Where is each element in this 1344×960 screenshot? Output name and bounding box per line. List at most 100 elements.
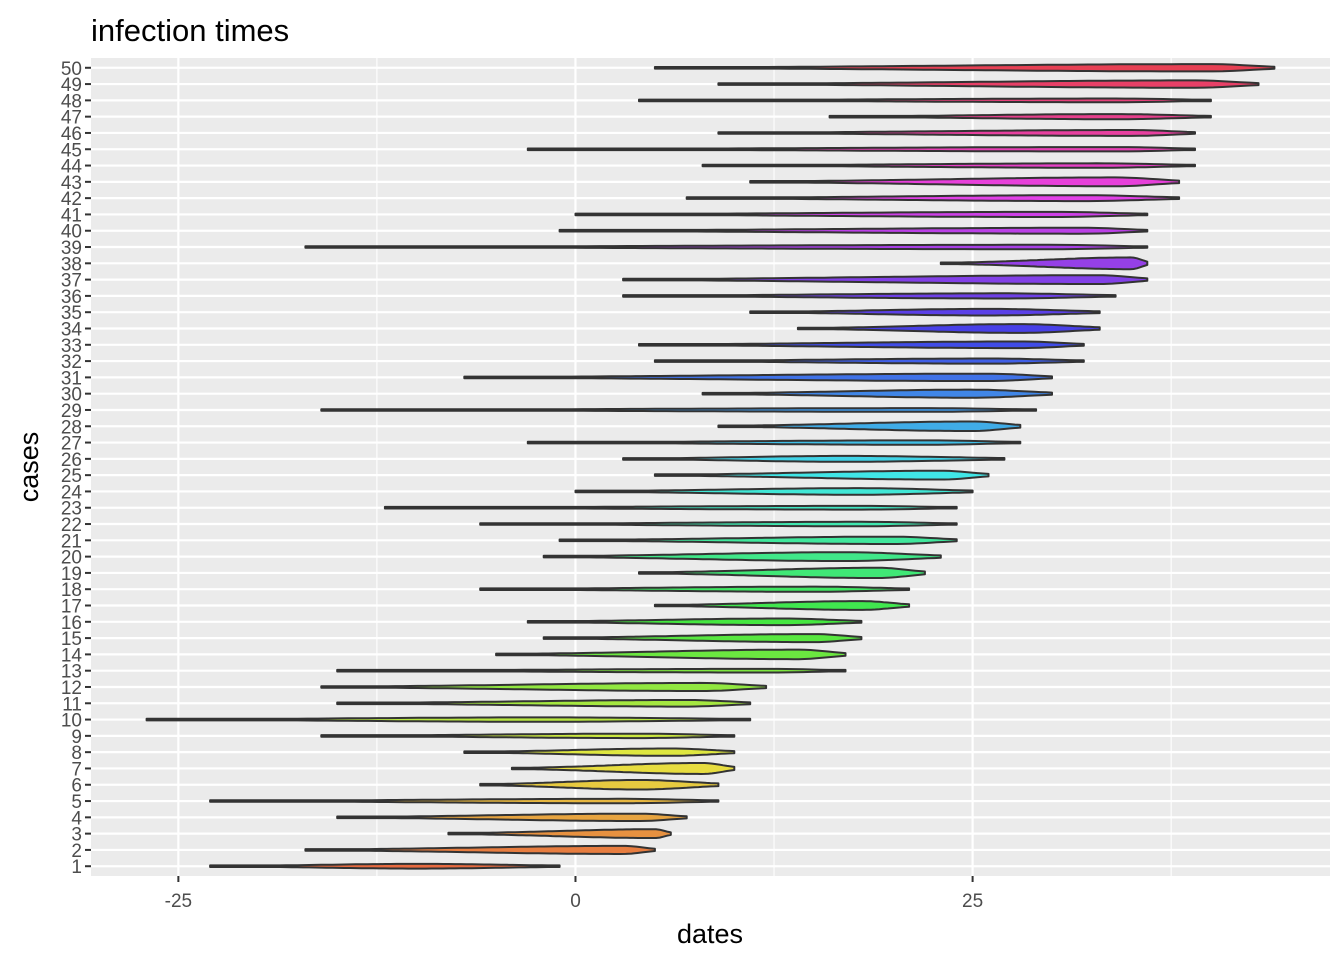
y-tick-label: 30 bbox=[61, 385, 82, 406]
y-tick-label: 23 bbox=[61, 499, 82, 520]
chart-title: infection times bbox=[91, 13, 289, 48]
violin-case-3 bbox=[447, 828, 672, 839]
violin-case-47 bbox=[828, 113, 1212, 121]
violin-case-32 bbox=[653, 357, 1085, 365]
y-tick-label: 38 bbox=[61, 254, 82, 275]
violin-case-24 bbox=[574, 487, 974, 496]
y-tick-label: 25 bbox=[61, 466, 82, 487]
violin-case-30 bbox=[701, 388, 1053, 399]
violin-case-38 bbox=[939, 256, 1149, 271]
violin-case-35 bbox=[749, 307, 1101, 317]
violin-case-40 bbox=[558, 226, 1149, 235]
violin-case-27 bbox=[526, 439, 1022, 446]
violin-case-31 bbox=[463, 372, 1053, 382]
y-tick-label: 28 bbox=[61, 417, 82, 438]
y-tick-label: 3 bbox=[71, 825, 82, 846]
y-tick-label: 47 bbox=[61, 108, 82, 129]
y-tick-label: 48 bbox=[61, 91, 82, 112]
y-tick-label: 34 bbox=[61, 319, 83, 340]
violin-case-20 bbox=[542, 551, 942, 562]
y-tick-label: 13 bbox=[61, 662, 82, 683]
violin-case-22 bbox=[479, 520, 958, 528]
y-tick-label: 37 bbox=[61, 271, 82, 292]
violin-case-8 bbox=[463, 747, 736, 757]
violin-case-43 bbox=[749, 176, 1181, 188]
x-axis-title: dates bbox=[677, 919, 743, 949]
y-tick-label: 7 bbox=[71, 759, 82, 780]
violin-case-5 bbox=[209, 797, 720, 805]
violin-case-2 bbox=[304, 844, 656, 855]
y-tick-label: 33 bbox=[61, 336, 82, 357]
y-tick-label: 15 bbox=[61, 629, 82, 650]
violin-case-46 bbox=[717, 129, 1196, 137]
violin-case-44 bbox=[701, 162, 1196, 169]
violin-case-28 bbox=[717, 420, 1022, 432]
violin-case-17 bbox=[653, 600, 911, 611]
y-tick-label: 19 bbox=[61, 564, 82, 585]
y-tick-label: 50 bbox=[61, 59, 82, 80]
violin-case-12 bbox=[320, 681, 768, 692]
y-tick-label: 22 bbox=[61, 515, 82, 536]
y-tick-label: 40 bbox=[61, 222, 82, 243]
y-tick-label: 36 bbox=[61, 287, 82, 308]
violin-case-49 bbox=[717, 79, 1260, 89]
y-tick-label: 44 bbox=[61, 157, 83, 178]
y-tick-label: 17 bbox=[61, 597, 82, 618]
violin-case-7 bbox=[510, 762, 736, 775]
y-tick-label: 16 bbox=[61, 613, 82, 634]
violin-case-14 bbox=[495, 648, 847, 661]
violin-case-11 bbox=[336, 699, 752, 708]
y-tick-label: 11 bbox=[62, 694, 82, 715]
x-tick-label: 0 bbox=[570, 891, 581, 912]
violin-case-19 bbox=[638, 566, 926, 579]
violin-case-23 bbox=[383, 504, 958, 511]
violin-case-21 bbox=[558, 535, 958, 545]
y-axis-title: cases bbox=[14, 432, 44, 503]
violin-case-18 bbox=[479, 585, 911, 593]
y-tick-label: 4 bbox=[71, 808, 82, 829]
y-tick-label: 14 bbox=[61, 645, 83, 666]
x-tick-label: -25 bbox=[165, 891, 192, 912]
violin-case-36 bbox=[622, 292, 1117, 300]
y-tick-label: 31 bbox=[61, 368, 82, 389]
violin-case-48 bbox=[638, 97, 1212, 104]
violin-case-29 bbox=[320, 407, 1038, 413]
violin-case-9 bbox=[320, 732, 736, 740]
violin-case-15 bbox=[542, 633, 863, 644]
y-tick-label: 24 bbox=[61, 482, 83, 503]
plot-panel bbox=[91, 58, 1330, 876]
y-tick-label: 49 bbox=[61, 75, 82, 96]
violin-case-41 bbox=[574, 210, 1149, 218]
violin-case-39 bbox=[304, 243, 1149, 251]
violin-case-25 bbox=[653, 469, 990, 481]
violin-case-50 bbox=[653, 63, 1276, 73]
y-tick-label: 9 bbox=[71, 727, 82, 748]
violin-case-1 bbox=[209, 862, 561, 870]
violin-case-45 bbox=[526, 146, 1196, 153]
violin-case-4 bbox=[336, 812, 688, 822]
violin-case-13 bbox=[336, 667, 847, 674]
y-axis: 1234567891011121314151617181920212223242… bbox=[61, 59, 91, 878]
violin-case-42 bbox=[685, 194, 1181, 203]
violin-case-6 bbox=[479, 779, 720, 791]
y-tick-label: 8 bbox=[71, 743, 82, 764]
y-tick-label: 20 bbox=[61, 548, 82, 569]
y-tick-label: 46 bbox=[61, 124, 82, 145]
violin-case-34 bbox=[796, 323, 1101, 334]
y-tick-label: 6 bbox=[71, 776, 82, 797]
violins bbox=[145, 63, 1276, 870]
y-tick-label: 12 bbox=[61, 678, 82, 699]
violin-case-10 bbox=[145, 716, 752, 723]
y-tick-label: 5 bbox=[71, 792, 82, 813]
violin-case-37 bbox=[622, 274, 1149, 285]
y-tick-label: 39 bbox=[61, 238, 82, 259]
y-tick-label: 42 bbox=[61, 189, 82, 210]
violin-case-33 bbox=[638, 340, 1085, 350]
y-tick-label: 21 bbox=[61, 531, 82, 552]
y-tick-label: 32 bbox=[61, 352, 82, 373]
y-tick-label: 27 bbox=[61, 434, 82, 455]
y-tick-label: 1 bbox=[71, 857, 82, 878]
violin-case-26 bbox=[622, 454, 1006, 463]
violin-case-16 bbox=[526, 617, 863, 627]
